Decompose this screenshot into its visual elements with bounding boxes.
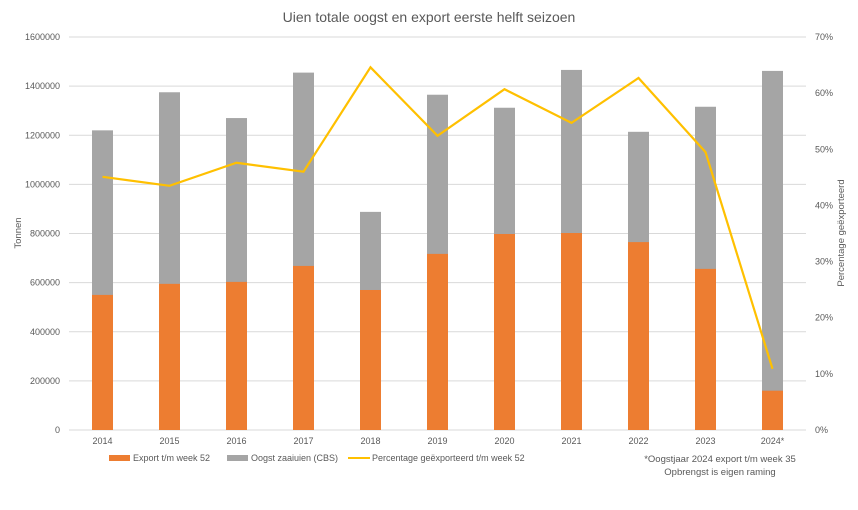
x-tick-label: 2024*	[761, 436, 785, 446]
y-tick-label: 1600000	[25, 32, 60, 42]
legend-swatch-harvest	[227, 455, 248, 461]
y-tick-label: 1200000	[25, 130, 60, 140]
percentage-line-group	[102, 65, 774, 370]
x-tick-label: 2016	[226, 436, 246, 446]
y2-tick-label: 30%	[815, 257, 833, 267]
bar-export-2019	[427, 253, 448, 430]
y-axis-title: Tonnen	[13, 217, 24, 248]
y2-tick-label: 0%	[815, 425, 828, 435]
bar-export-2022	[628, 242, 649, 430]
x-tick-label: 2018	[360, 436, 380, 446]
bar-export-2020	[494, 233, 515, 430]
y2-tick-label: 40%	[815, 200, 833, 210]
x-tick-label: 2022	[628, 436, 648, 446]
x-tick-label: 2020	[494, 436, 514, 446]
x-tick-label: 2014	[92, 436, 112, 446]
y2-tick-label: 20%	[815, 313, 833, 323]
footnote-line-2: Opbrengst is eigen raming	[664, 467, 775, 478]
bar-harvest-2024	[762, 70, 783, 431]
y-tick-label: 200000	[30, 376, 60, 386]
x-tick-label: 2023	[695, 436, 715, 446]
legend-label-percentage: Percentage geëxporteerd t/m week 52	[372, 453, 525, 463]
y2-tick-label: 60%	[815, 88, 833, 98]
legend-swatch-export	[109, 455, 130, 461]
bar-export-2017	[293, 265, 314, 430]
legend-label-export: Export t/m week 52	[133, 453, 210, 463]
bar-export-2021	[561, 233, 582, 430]
x-tick-label: 2015	[159, 436, 179, 446]
y2-axis-ticks: 0% 10% 20% 30% 40% 50% 60% 70%	[815, 32, 833, 435]
bar-export-2018	[360, 289, 381, 430]
y2-tick-label: 50%	[815, 144, 833, 154]
chart-title: Uien totale oogst en export eerste helft…	[283, 9, 576, 25]
x-axis-ticks: 2014 2015 2016 2017 2018 2019 2020 2021 2022 2023…	[92, 436, 784, 446]
legend-label-harvest: Oogst zaaiuien (CBS)	[251, 453, 338, 463]
legend: Export t/m week 52 Oogst zaaiuien (CBS) …	[109, 453, 525, 463]
y-tick-label: 600000	[30, 278, 60, 288]
y-tick-label: 1400000	[25, 81, 60, 91]
bar-export-2016	[226, 281, 247, 430]
y-tick-label: 400000	[30, 327, 60, 337]
bar-export-2023	[695, 268, 716, 430]
y-tick-label: 1000000	[25, 179, 60, 189]
x-tick-label: 2017	[293, 436, 313, 446]
x-tick-label: 2021	[561, 436, 581, 446]
y2-axis-title: Percentage geëxporteerd	[836, 179, 847, 286]
export-bars	[92, 233, 783, 430]
bar-export-2015	[159, 283, 180, 430]
footnote-line-1: *Oogstjaar 2024 export t/m week 35	[644, 454, 796, 465]
y-tick-label: 0	[55, 425, 60, 435]
bar-export-2024	[762, 390, 783, 430]
x-tick-label: 2019	[427, 436, 447, 446]
y-tick-label: 800000	[30, 229, 60, 239]
y2-tick-label: 70%	[815, 32, 833, 42]
bar-export-2014	[92, 294, 113, 430]
y2-tick-label: 10%	[815, 369, 833, 379]
y-axis-ticks: 0 200000 400000 600000 800000 1000000 1200000 1…	[25, 32, 60, 435]
